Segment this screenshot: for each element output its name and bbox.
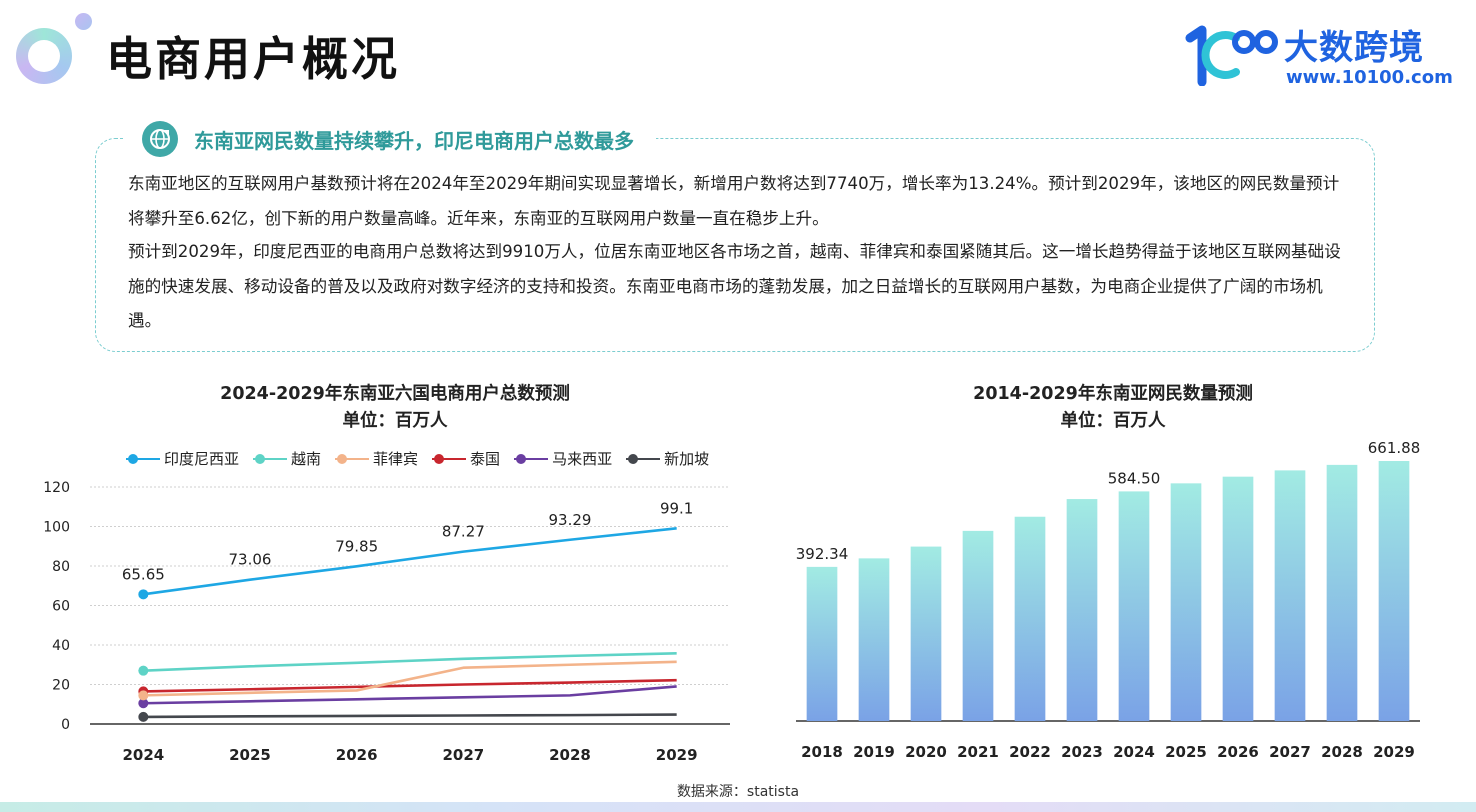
line-chart-legend: 印度尼西亚 越南 菲律宾 泰国 马来西亚 新加坡	[126, 448, 723, 469]
series-line	[143, 660, 677, 697]
line-chart: 0 20 40 60 80 100 120 2024 2025 2026 2027 2028 2029 6…	[43, 480, 730, 764]
data-label: 392.34	[796, 545, 849, 563]
summary-heading: 东南亚网民数量持续攀升，印尼电商用户总数最多	[124, 117, 656, 161]
data-label: 87.27	[442, 523, 485, 541]
bar	[910, 546, 942, 721]
x-tick-label: 2024	[122, 746, 164, 764]
series-start-marker	[138, 711, 149, 722]
legend-item: 泰国	[432, 448, 500, 469]
legend-label: 印度尼西亚	[164, 450, 240, 468]
y-tick-label: 60	[52, 599, 70, 615]
bar	[1326, 464, 1358, 721]
data-label: 65.65	[122, 565, 165, 583]
bar	[1118, 491, 1150, 721]
bar	[1170, 483, 1202, 721]
line-chart-subtitle: 单位：百万人	[342, 411, 448, 431]
logo-mark-icon: 10100	[1185, 25, 1278, 86]
x-tick-label: 2026	[1217, 743, 1259, 761]
decorative-ring	[16, 28, 72, 84]
y-tick-label: 0	[61, 717, 70, 733]
bar	[806, 566, 838, 721]
x-tick-label: 2029	[656, 746, 698, 764]
summary-paragraph-1: 东南亚地区的互联网用户基数预计将在2024年至2029年期间实现显著增长，新增用…	[128, 174, 1340, 228]
x-tick-label: 2025	[1165, 743, 1207, 761]
series-line	[143, 685, 677, 705]
x-tick-label: 2028	[1321, 743, 1363, 761]
y-tick-label: 100	[43, 520, 70, 536]
y-tick-label: 20	[52, 678, 70, 694]
data-label: 99.1	[660, 499, 693, 517]
legend-label: 泰国	[470, 450, 501, 468]
data-label: 93.29	[549, 511, 592, 529]
bar	[858, 558, 890, 721]
series-line	[143, 678, 677, 693]
legend-swatch	[626, 453, 661, 464]
legend-item: 印度尼西亚	[126, 448, 239, 469]
bar	[1014, 516, 1046, 721]
bar	[962, 530, 994, 721]
bottom-decor-bar	[0, 802, 1476, 812]
legend-item: 越南	[253, 448, 321, 469]
x-tick-label: 2024	[1113, 743, 1155, 761]
x-tick-label: 2027	[1269, 743, 1311, 761]
x-tick-label: 2028	[549, 746, 591, 764]
y-tick-label: 80	[52, 559, 70, 575]
data-label: 73.06	[229, 551, 272, 569]
series-start-marker	[138, 665, 149, 676]
summary-heading-text: 东南亚网民数量持续攀升，印尼电商用户总数最多	[194, 128, 634, 153]
bar-chart-title: 2014-2029年东南亚网民数量预测 单位：百万人	[900, 381, 1326, 435]
legend-swatch	[514, 453, 549, 464]
x-tick-label: 2021	[957, 743, 999, 761]
y-tick-label: 120	[43, 480, 70, 496]
bar	[1274, 470, 1306, 721]
x-tick-label: 2022	[1009, 743, 1051, 761]
x-tick-label: 2029	[1373, 743, 1415, 761]
bar	[1222, 476, 1254, 721]
globe-icon	[142, 121, 178, 157]
logo-text: 大数跨境	[1284, 28, 1424, 68]
x-tick-label: 2023	[1061, 743, 1103, 761]
bar	[1378, 461, 1410, 721]
x-tick-label: 2018	[801, 743, 843, 761]
bar-chart-subtitle: 单位：百万人	[1060, 411, 1166, 431]
legend-swatch	[335, 453, 370, 464]
legend-swatch	[253, 453, 288, 464]
legend-item: 新加坡	[626, 448, 709, 469]
legend-label: 马来西亚	[552, 450, 613, 468]
x-tick-label: 2026	[336, 746, 378, 764]
series-start-marker	[138, 589, 149, 600]
bar	[1066, 499, 1098, 721]
decorative-dot	[75, 13, 92, 30]
x-tick-label: 2019	[853, 743, 895, 761]
legend-label: 新加坡	[664, 450, 710, 468]
y-tick-label: 40	[52, 638, 70, 654]
series-start-marker	[138, 690, 149, 701]
data-label: 584.50	[1108, 469, 1161, 487]
series-line	[143, 713, 677, 719]
summary-box	[95, 138, 1375, 352]
data-label: 661.88	[1368, 440, 1421, 457]
legend-swatch	[126, 453, 160, 464]
x-tick-label: 2025	[229, 746, 271, 764]
data-source: 数据来源：statista	[676, 784, 800, 800]
series-start-marker	[138, 698, 149, 709]
x-tick-label: 2020	[905, 743, 947, 761]
legend-item: 菲律宾	[335, 448, 418, 469]
bar-chart: 392.34 2018 2019 2020 2021 2022 2023 584.50 2024…	[796, 440, 1421, 761]
brand-logo: 10100 大数跨境 www.10100.com	[1184, 20, 1454, 90]
legend-label: 越南	[291, 450, 322, 468]
legend-label: 菲律宾	[373, 450, 419, 468]
series-line	[143, 526, 677, 596]
bar-chart-title-text: 2014-2029年东南亚网民数量预测	[973, 384, 1253, 404]
page-title: 电商用户概况	[106, 32, 400, 86]
summary-paragraph-2: 预计到2029年，印度尼西亚的电商用户总数将达到9910万人，位居东南亚地区各市…	[128, 242, 1341, 330]
line-chart-title-text: 2024-2029年东南亚六国电商用户总数预测	[220, 384, 570, 404]
data-label: 79.85	[335, 537, 378, 555]
line-chart-title: 2024-2029年东南亚六国电商用户总数预测 单位：百万人	[100, 381, 690, 435]
logo-url: www.10100.com	[1286, 67, 1453, 88]
legend-item: 马来西亚	[514, 448, 612, 469]
x-tick-label: 2027	[442, 746, 484, 764]
series-line	[143, 651, 677, 672]
legend-swatch	[432, 453, 467, 464]
